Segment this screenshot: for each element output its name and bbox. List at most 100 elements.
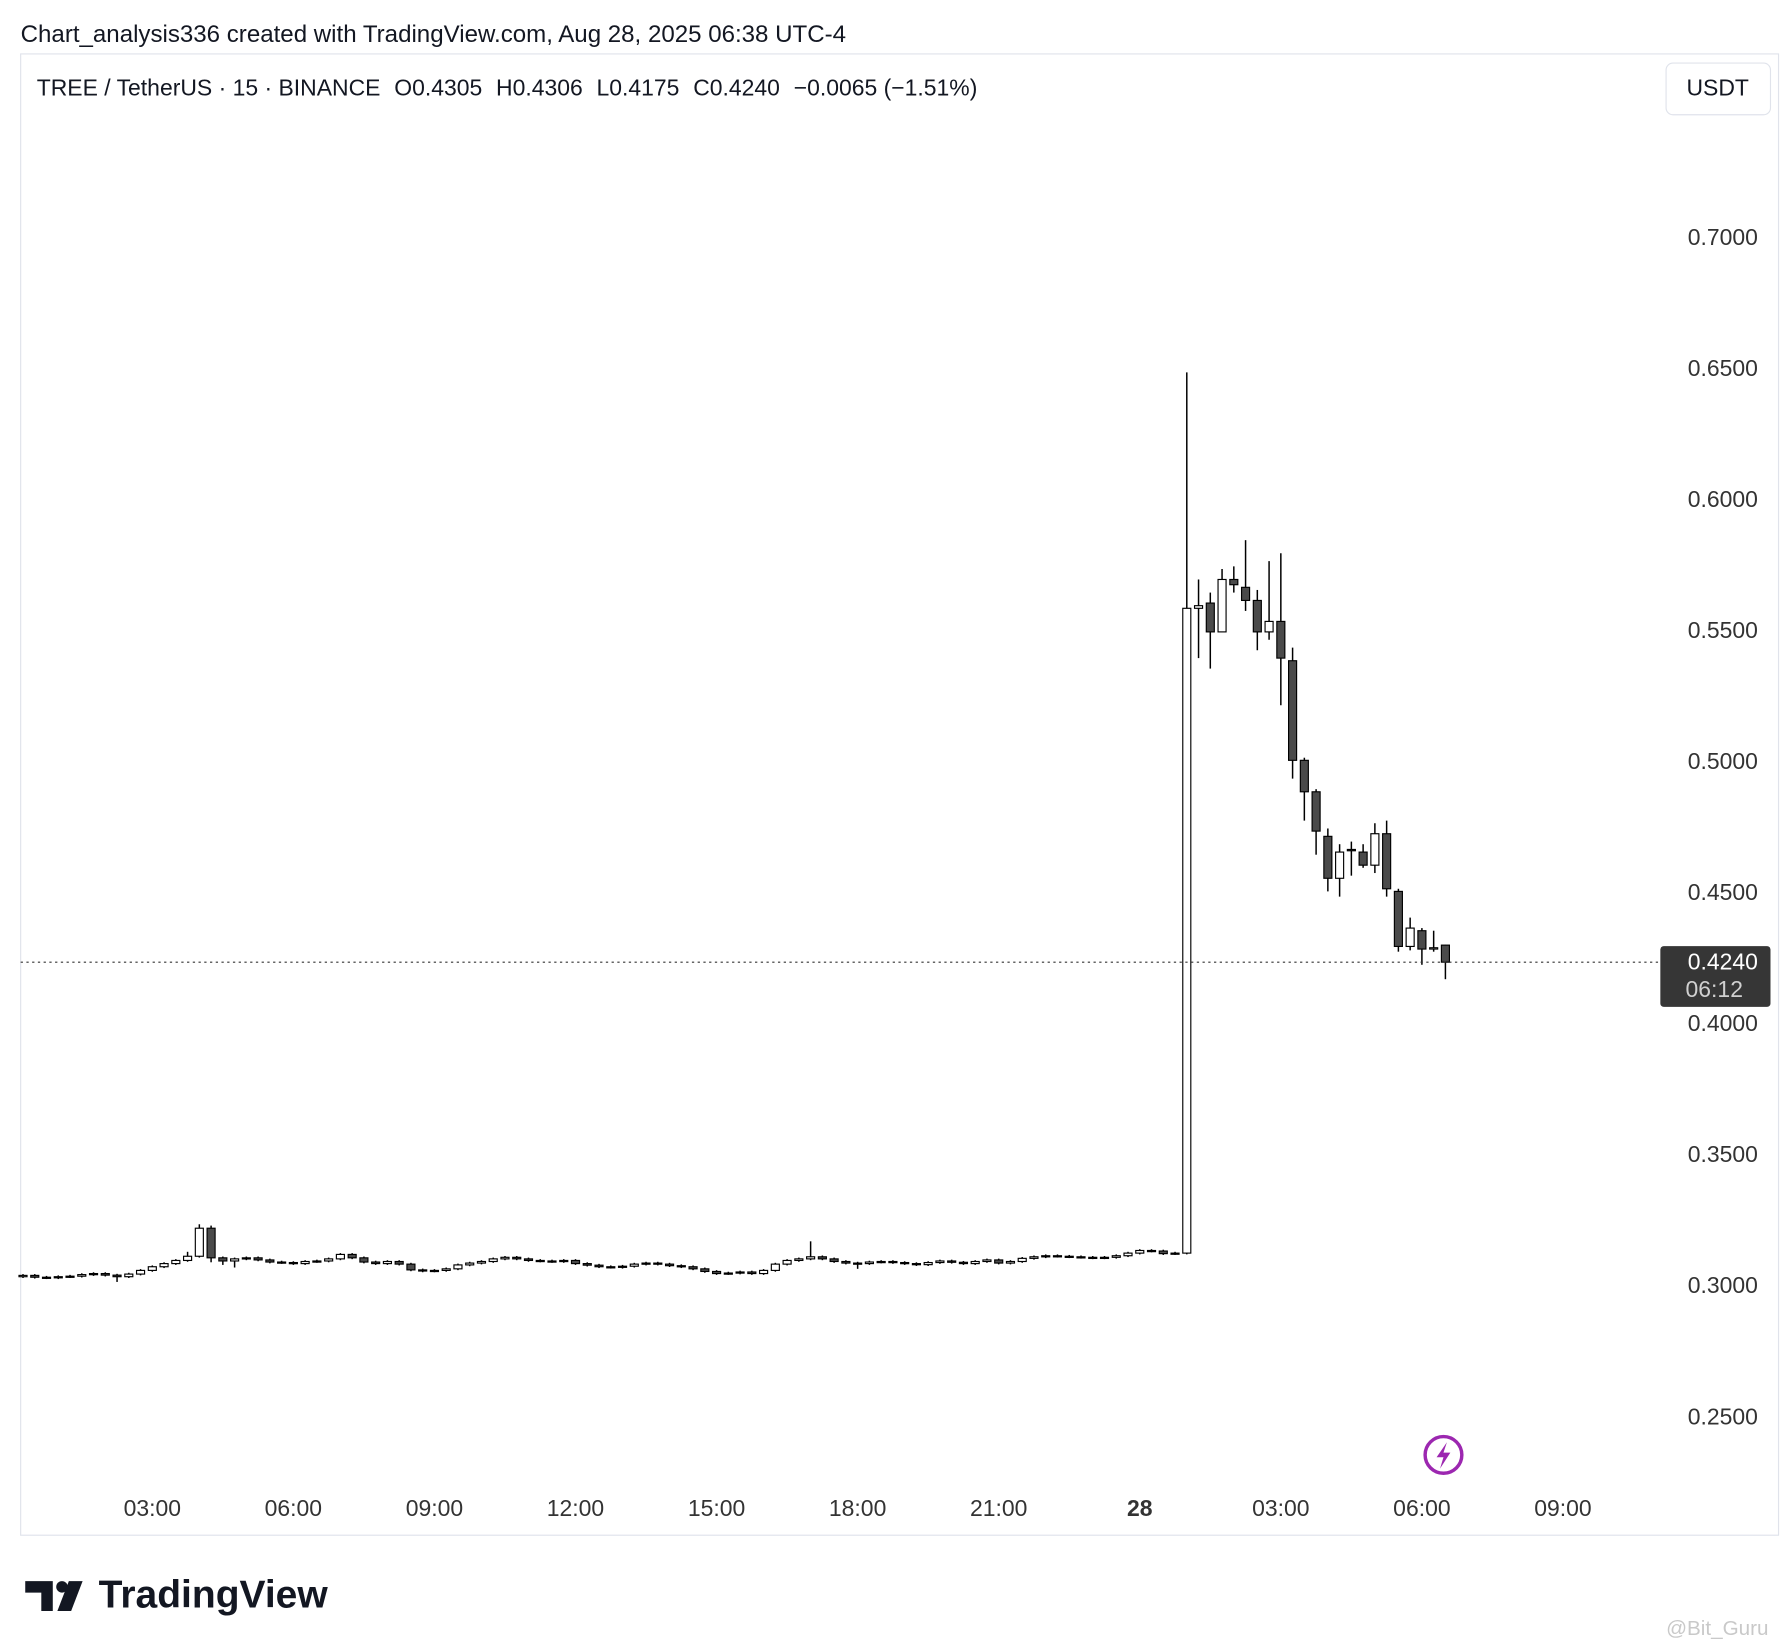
- candle-body: [230, 1258, 240, 1262]
- candle-body: [1440, 944, 1451, 963]
- candle-body: [406, 1263, 416, 1271]
- candle-body: [1076, 1256, 1086, 1259]
- candle: [18, 1274, 28, 1279]
- attribution: Chart_analysis336 created with TradingVi…: [21, 21, 846, 48]
- candle: [1276, 553, 1286, 706]
- candle-body: [512, 1256, 522, 1260]
- candle: [782, 1259, 792, 1266]
- candle-body: [135, 1269, 146, 1275]
- last-price-label: 0.4240: [1688, 948, 1758, 974]
- y-tick-label: 0.5000: [1688, 748, 1758, 774]
- candle-body: [1311, 791, 1321, 832]
- candle: [277, 1260, 287, 1264]
- legend-low: L0.4175: [597, 75, 680, 101]
- candle: [1111, 1254, 1121, 1259]
- candle: [53, 1275, 63, 1280]
- candle-body: [1041, 1255, 1051, 1258]
- candle-body: [1005, 1260, 1016, 1264]
- candle: [135, 1269, 146, 1276]
- x-tick-label: 28: [1127, 1495, 1153, 1521]
- candle: [1429, 930, 1439, 952]
- candle: [312, 1259, 322, 1263]
- currency-button[interactable]: [1665, 62, 1772, 116]
- x-tick-label: 18:00: [829, 1495, 886, 1521]
- symbol-legend: TREE / TetherUS · 15 · BINANCE O0.4305 H0.…: [37, 75, 978, 101]
- candle: [335, 1253, 345, 1261]
- currency-label[interactable]: USDT: [1686, 75, 1748, 101]
- lightning-bolt[interactable]: [1436, 1442, 1451, 1469]
- candle-body: [277, 1261, 287, 1264]
- candle: [124, 1272, 134, 1279]
- candle-body: [382, 1260, 393, 1265]
- candle: [970, 1260, 980, 1265]
- candle: [147, 1265, 157, 1272]
- candle: [817, 1255, 827, 1261]
- candle-body: [582, 1263, 592, 1266]
- candle-body: [77, 1274, 87, 1277]
- y-tick-label: 0.4000: [1688, 1010, 1758, 1036]
- lightning-icon[interactable]: [1423, 1434, 1464, 1475]
- candle: [900, 1261, 910, 1265]
- candle: [77, 1273, 87, 1278]
- candle-body: [1370, 833, 1380, 866]
- candle: [711, 1270, 722, 1275]
- logo-mark[interactable]: [25, 1581, 53, 1611]
- candle-body: [1193, 605, 1204, 609]
- candle: [794, 1257, 804, 1262]
- candle-body: [570, 1259, 581, 1265]
- candle-body: [1229, 578, 1239, 586]
- candle: [1358, 844, 1368, 868]
- candle-body: [371, 1261, 381, 1265]
- lightning-circle[interactable]: [1423, 1434, 1464, 1475]
- candle-body: [241, 1257, 251, 1260]
- candle: [465, 1261, 475, 1267]
- candle: [1158, 1249, 1168, 1255]
- candle-body: [418, 1269, 428, 1272]
- candle-body: [1217, 578, 1227, 633]
- candle: [241, 1256, 251, 1261]
- candle: [935, 1259, 945, 1264]
- candle: [394, 1260, 404, 1266]
- candle-body: [829, 1258, 839, 1263]
- logo-slash[interactable]: [57, 1581, 83, 1611]
- logo-text[interactable]: TradingView: [99, 1573, 329, 1616]
- candle: [688, 1265, 698, 1271]
- candle: [594, 1263, 604, 1269]
- candle-body: [18, 1274, 28, 1278]
- candle-body: [606, 1266, 616, 1269]
- candle: [700, 1267, 710, 1273]
- legend-open: O0.4305: [394, 75, 482, 101]
- candle: [747, 1270, 757, 1275]
- candle-body: [288, 1261, 298, 1265]
- candle-body: [1052, 1255, 1063, 1258]
- countdown-label: 06:12: [1686, 976, 1743, 1002]
- tradingview-logo[interactable]: TradingView: [25, 1573, 328, 1616]
- candle: [759, 1269, 769, 1275]
- candle-body: [429, 1269, 440, 1273]
- candle: [453, 1263, 463, 1271]
- x-tick-label: 06:00: [1393, 1495, 1450, 1521]
- candle-body: [700, 1268, 710, 1273]
- candle: [1088, 1255, 1098, 1260]
- candle-body: [923, 1261, 933, 1266]
- candle: [1123, 1251, 1133, 1258]
- candle: [864, 1260, 874, 1265]
- candle: [1064, 1254, 1074, 1259]
- candle-body: [629, 1263, 639, 1267]
- candle: [406, 1262, 416, 1272]
- candle: [1240, 540, 1251, 611]
- candle: [841, 1260, 851, 1265]
- x-tick-label: 03:00: [1252, 1495, 1309, 1521]
- candle-body: [182, 1255, 193, 1262]
- y-tick-label: 0.3500: [1688, 1141, 1758, 1167]
- candle: [1229, 566, 1239, 593]
- candle: [923, 1261, 933, 1266]
- candle: [664, 1262, 675, 1268]
- candle-body: [735, 1271, 745, 1274]
- candle: [1417, 928, 1427, 965]
- candle-body: [324, 1258, 334, 1262]
- candle: [371, 1260, 381, 1265]
- logo-dot[interactable]: [56, 1581, 68, 1593]
